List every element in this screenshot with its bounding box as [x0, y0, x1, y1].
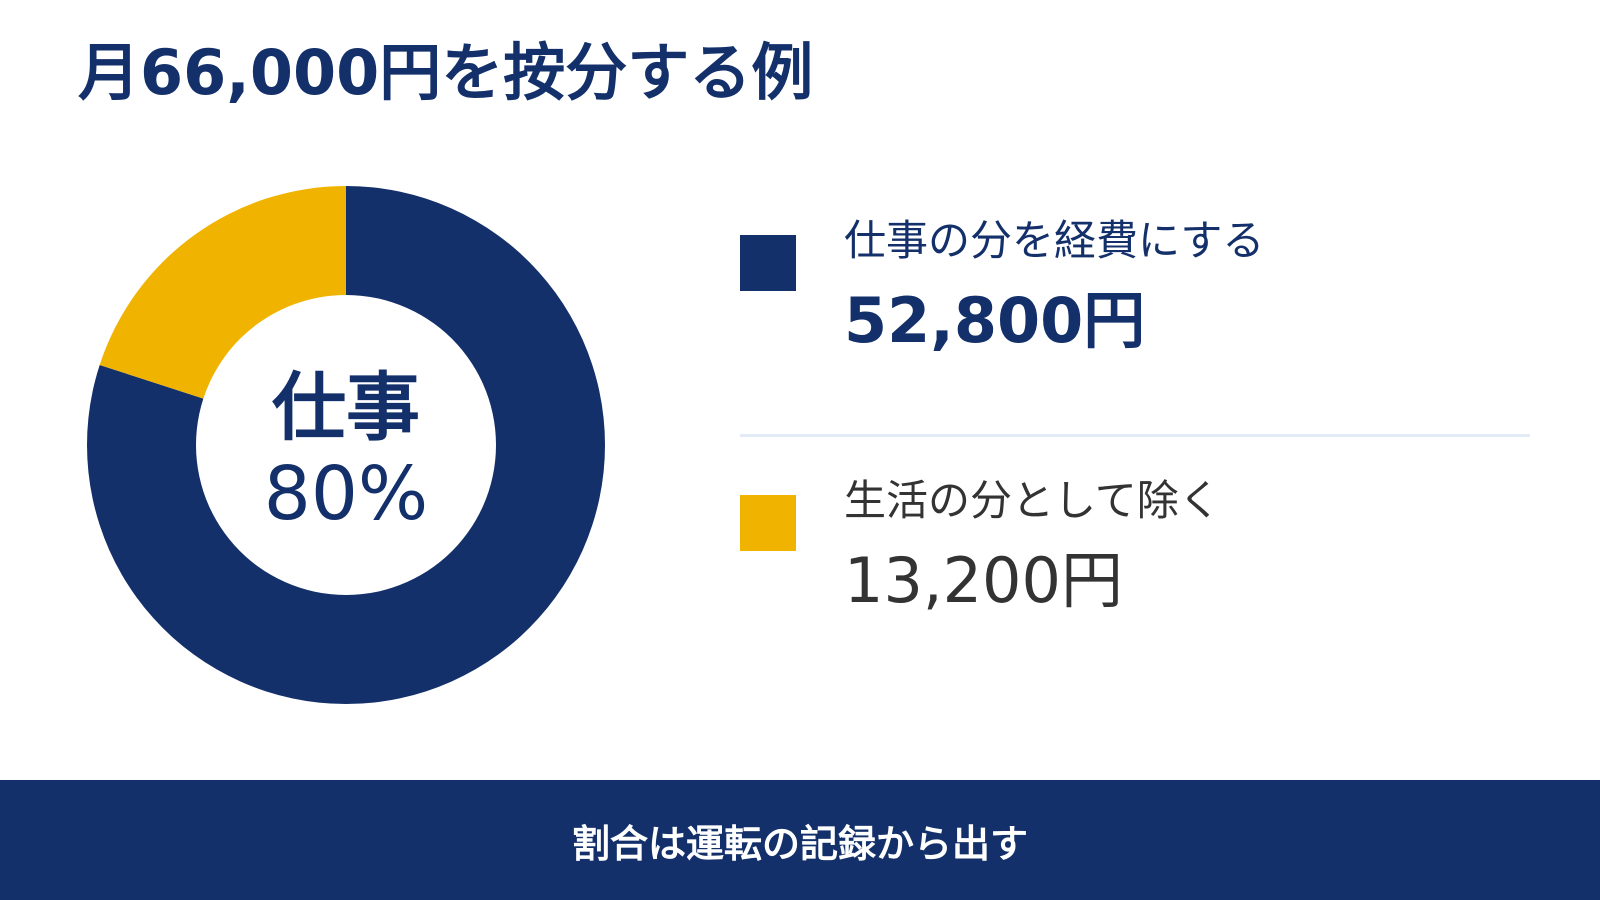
- legend-item-work: 仕事の分を経費にする 52,800円: [740, 210, 1530, 357]
- legend-label-life: 生活の分として除く: [844, 476, 1221, 525]
- donut-chart: 仕事 80%: [87, 186, 605, 705]
- footer-banner: 割合は運転の記録から出す: [0, 780, 1600, 900]
- center-label-category: 仕事: [272, 365, 420, 451]
- legend-divider: [740, 434, 1530, 437]
- donut-slice-life: [99, 186, 346, 399]
- legend-label-work: 仕事の分を経費にする: [844, 216, 1265, 265]
- center-label-percent: 80%: [264, 451, 428, 537]
- legend-swatch-work: [740, 235, 796, 291]
- legend-amount-work: 52,800円: [844, 284, 1146, 357]
- donut-slice-work: [87, 186, 605, 705]
- footer-text: 割合は運転の記録から出す: [571, 821, 1028, 866]
- page-title: 月66,000円を按分する例: [78, 36, 814, 109]
- legend-swatch-life: [740, 495, 796, 551]
- legend-amount-life: 13,200円: [844, 544, 1123, 617]
- legend-item-life: 生活の分として除く 13,200円: [740, 470, 1530, 617]
